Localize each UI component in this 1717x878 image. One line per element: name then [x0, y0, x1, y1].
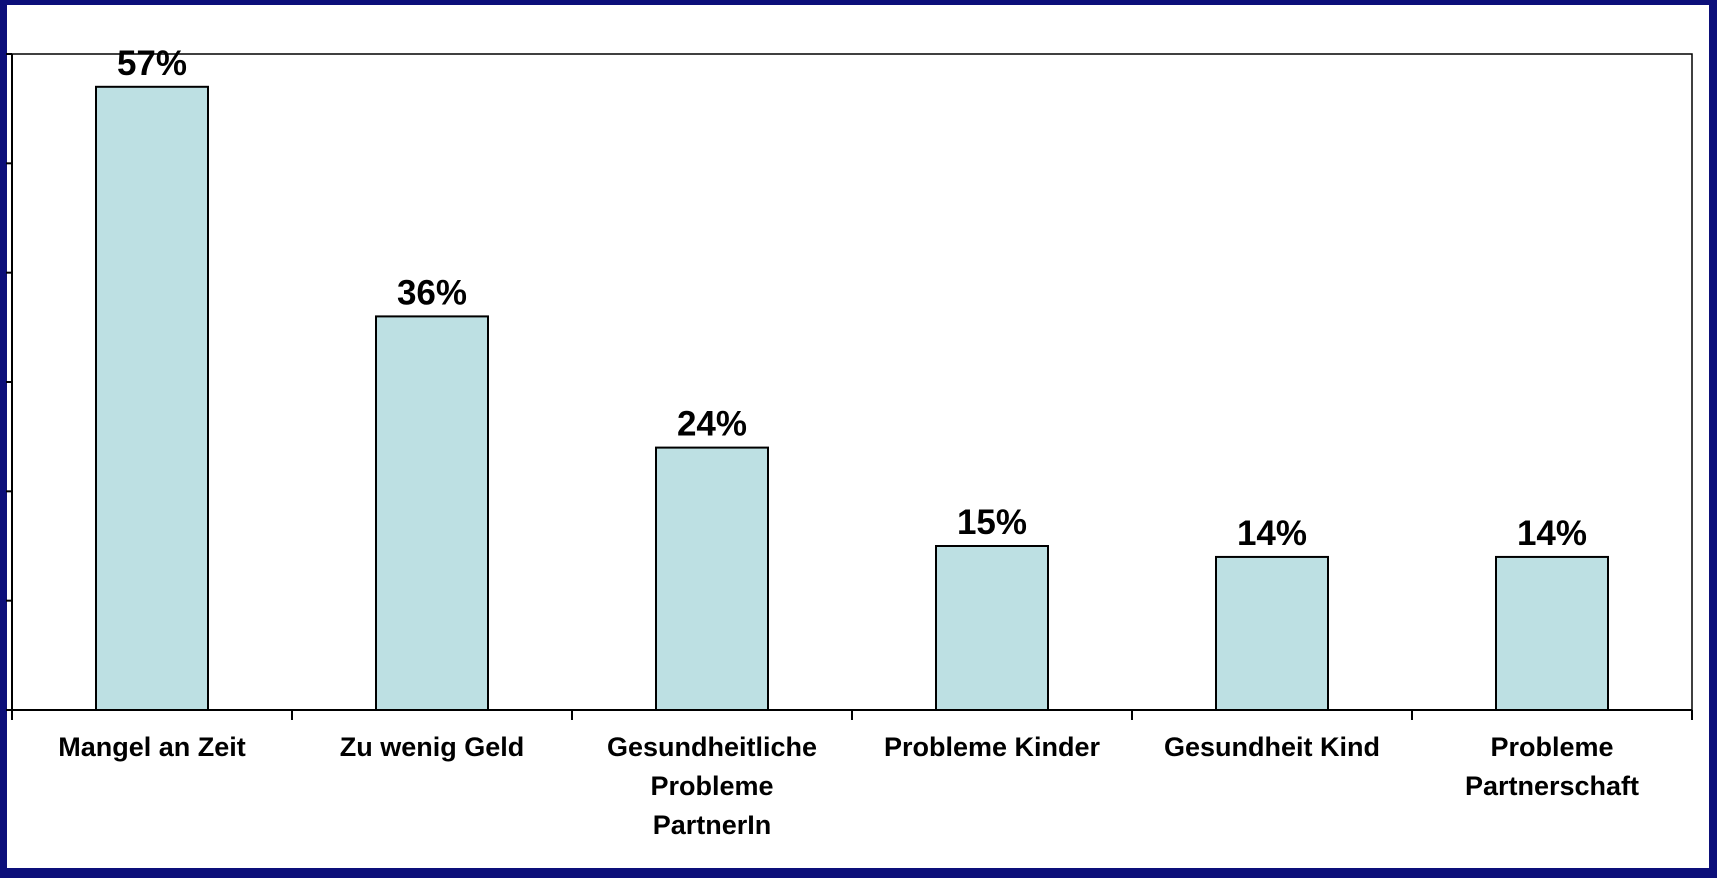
category-label: Probleme Kinder	[884, 732, 1101, 762]
value-label-group: 57% 36% 24% 15% 14% 14%	[117, 44, 1587, 553]
category-label-line: Gesundheit Kind	[1164, 732, 1380, 762]
data-label: 57%	[117, 44, 187, 83]
bar	[1495, 555, 1609, 712]
data-label: 15%	[957, 503, 1027, 542]
bar	[935, 545, 1049, 711]
category-label-line: Probleme	[650, 771, 773, 801]
data-label: 24%	[677, 405, 747, 444]
category-label-line: Partnerschaft	[1465, 771, 1639, 801]
category-label-line: PartnerIn	[653, 810, 772, 840]
bar-group	[95, 85, 1609, 712]
bar	[375, 315, 489, 711]
category-label-line: Probleme Kinder	[884, 732, 1101, 762]
bar	[1215, 555, 1329, 712]
bar	[655, 446, 769, 711]
data-label: 36%	[397, 273, 467, 312]
data-label: 14%	[1237, 514, 1307, 553]
category-label-line: Probleme	[1490, 732, 1613, 762]
category-label-line: Zu wenig Geld	[340, 732, 525, 762]
category-label: Gesundheit Kind	[1164, 732, 1380, 762]
data-label: 14%	[1517, 514, 1587, 553]
bar	[95, 85, 209, 712]
plot-area	[6, 53, 1693, 720]
category-label: Mangel an Zeit	[58, 732, 246, 762]
category-label: Zu wenig Geld	[340, 732, 525, 762]
category-label-group: Mangel an Zeit Zu wenig Geld Gesundheitlic…	[58, 732, 1639, 840]
category-label: Gesundheitliche Probleme PartnerIn	[607, 732, 817, 840]
category-label-line: Gesundheitliche	[607, 732, 817, 762]
category-label: Probleme Partnerschaft	[1465, 732, 1639, 801]
category-label-line: Mangel an Zeit	[58, 732, 246, 762]
plot-border	[11, 53, 1693, 711]
